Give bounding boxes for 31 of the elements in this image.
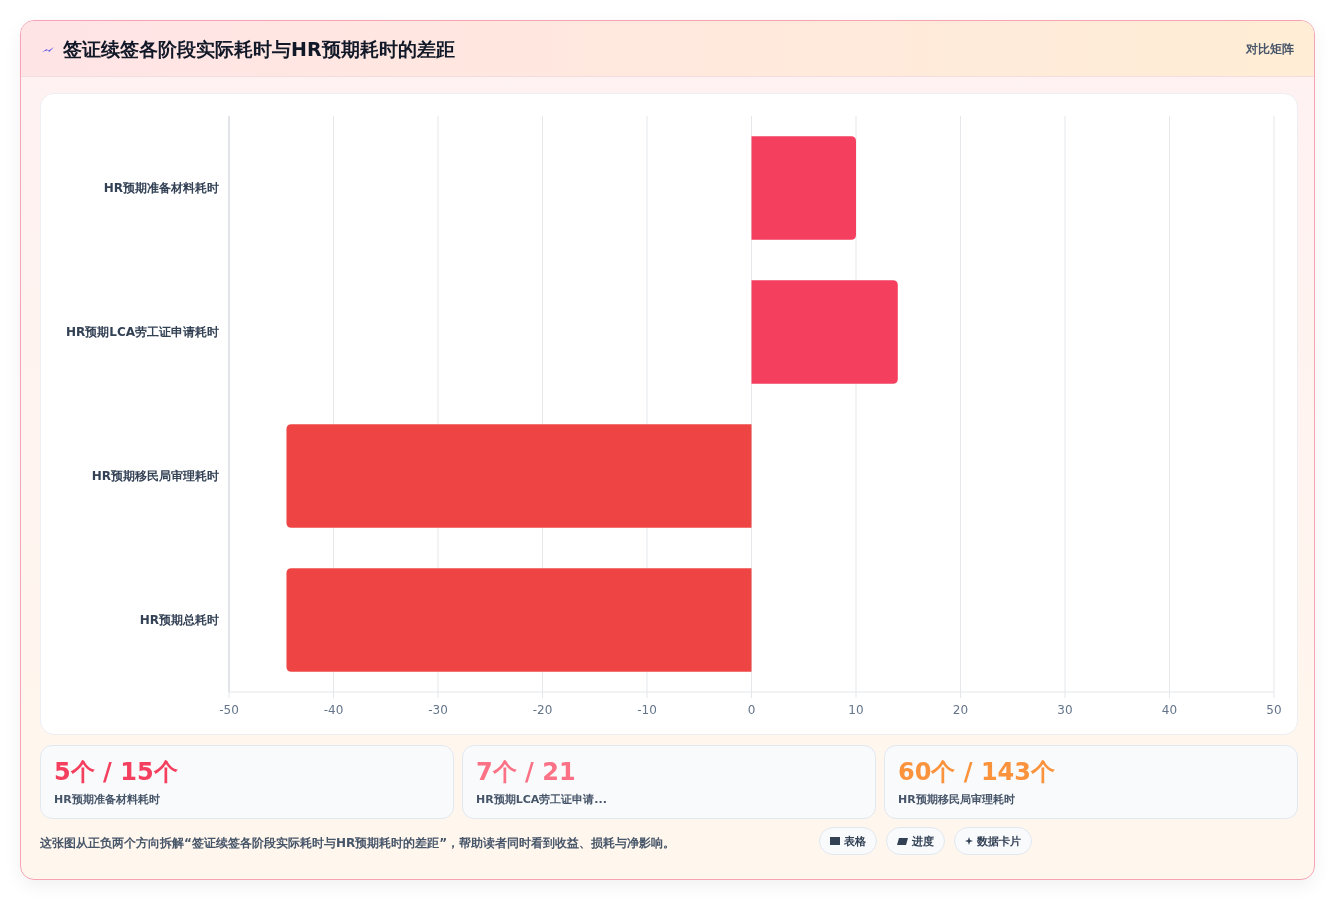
text: 数据卡片 [954,827,1032,855]
text: 对比矩阵 [1246,41,1294,58]
x-tick-label: 10 [848,703,864,717]
y-tick-label: HR预期移民局审理耗时 [91,469,219,484]
text: HR预期准备材料耗时 [54,792,160,807]
text: HR预期移民局审理耗时 [898,792,1015,807]
text: 5个 / 15个 [54,757,178,788]
x-tick-label: 50 [1266,703,1282,717]
text: 表格 [819,827,877,855]
y-tick-label: HR预期总耗时 [139,613,219,628]
text: 这张图从正负两个方向拆解“签证续签各阶段实际耗时与HR预期耗时的差距”，帮助读者同时看到收益、损耗与净影响。 [40,835,676,852]
text: 7个 / 21 [476,757,576,788]
bar [751,280,898,384]
x-tick-label: -40 [323,703,344,717]
x-tick-label: 40 [1161,703,1178,717]
bar [286,568,752,672]
bar [286,424,752,528]
chart-title: 签证续签各阶段实际耗时与HR预期耗时的差距 [63,37,455,62]
bar [751,136,856,240]
text: 60个 / 143个 [898,757,1055,788]
text: HR预期LCA劳工证申请... [476,792,607,807]
x-tick-label: -20 [532,703,553,717]
text: 进度 [886,827,945,855]
x-tick-label: 20 [952,703,969,717]
x-tick-label: 30 [1057,703,1073,717]
x-tick-label: 0 [747,703,756,717]
x-tick-label: -10 [637,703,657,717]
y-tick-label: HR预期LCA劳工证申请耗时 [65,325,219,340]
y-tick-label: HR预期准备材料耗时 [103,181,219,196]
x-tick-label: -30 [428,703,448,717]
x-tick-label: -50 [219,703,239,717]
